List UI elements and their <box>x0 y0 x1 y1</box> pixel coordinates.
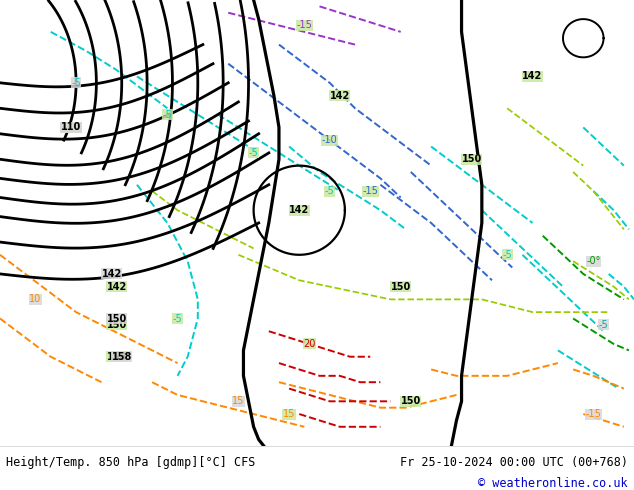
Text: 158: 158 <box>112 352 132 362</box>
Text: 10: 10 <box>29 294 42 304</box>
Text: -5: -5 <box>598 320 609 330</box>
Text: 150: 150 <box>391 282 411 292</box>
Text: © weatheronline.co.uk: © weatheronline.co.uk <box>478 477 628 490</box>
Text: 142: 142 <box>330 91 350 100</box>
Text: -5: -5 <box>325 186 335 196</box>
Text: 142: 142 <box>289 205 309 215</box>
Text: -5: -5 <box>71 78 81 88</box>
Text: 20: 20 <box>303 339 316 349</box>
Text: Height/Temp. 850 hPa [gdmp][°C] CFS: Height/Temp. 850 hPa [gdmp][°C] CFS <box>6 456 256 469</box>
Text: 110: 110 <box>61 122 81 132</box>
Text: -5: -5 <box>249 148 259 158</box>
Text: 150: 150 <box>462 154 482 164</box>
Text: 150: 150 <box>107 320 127 330</box>
Text: 142: 142 <box>107 282 127 292</box>
Text: 142: 142 <box>522 72 543 81</box>
Text: -5: -5 <box>172 314 183 323</box>
Text: 15: 15 <box>232 396 245 406</box>
Text: Fr 25-10-2024 00:00 UTC (00+768): Fr 25-10-2024 00:00 UTC (00+768) <box>399 456 628 469</box>
Text: -15: -15 <box>296 21 313 30</box>
Text: 150: 150 <box>107 314 127 323</box>
Text: 150: 150 <box>401 396 421 406</box>
Text: 142: 142 <box>101 269 122 279</box>
Text: -15: -15 <box>362 186 378 196</box>
Text: -5: -5 <box>502 250 512 260</box>
Text: -0°: -0° <box>586 256 600 266</box>
Text: -10: -10 <box>322 135 337 145</box>
Text: 110: 110 <box>61 122 81 132</box>
Text: 15: 15 <box>283 409 295 419</box>
Text: -15: -15 <box>585 409 602 419</box>
Text: 158: 158 <box>107 352 127 362</box>
Text: -5: -5 <box>162 110 172 120</box>
